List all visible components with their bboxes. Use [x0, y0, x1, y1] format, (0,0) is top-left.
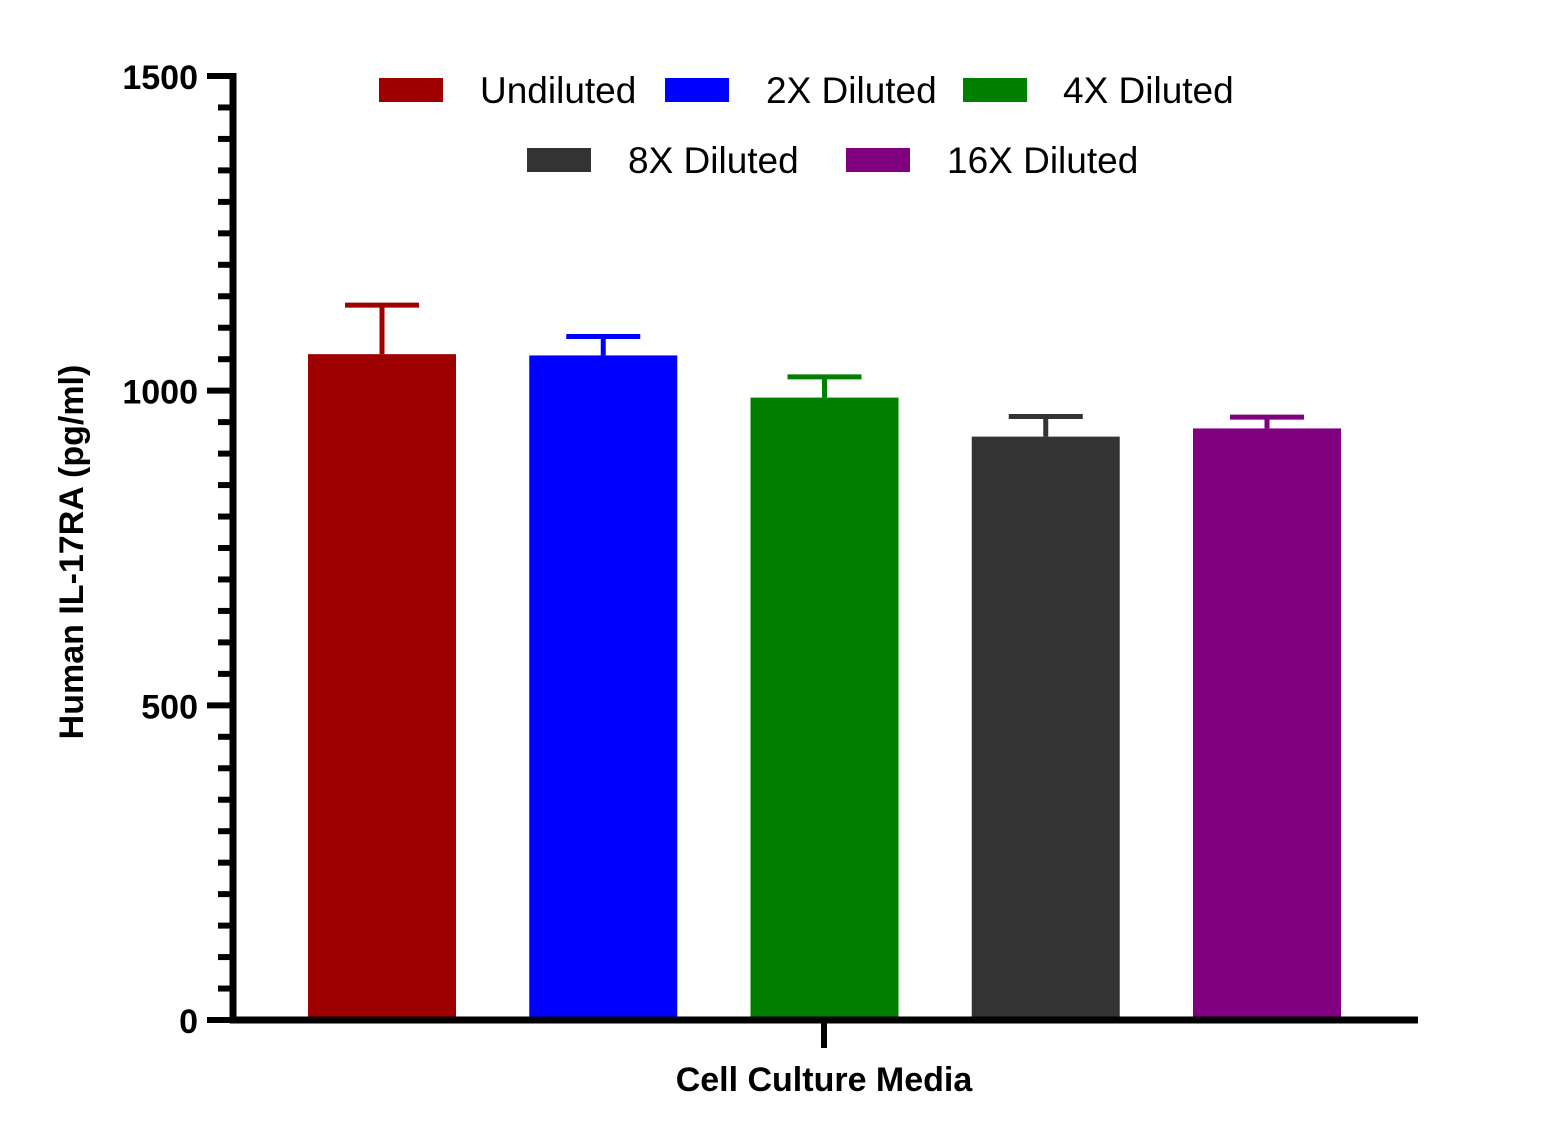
legend-item: 16X Diluted [846, 140, 1138, 181]
bar [1193, 428, 1341, 1018]
legend-label: 16X Diluted [947, 140, 1138, 181]
legend-swatch [846, 148, 910, 172]
y-tick-label: 500 [141, 688, 198, 726]
y-tick-label: 0 [179, 1003, 198, 1041]
y-tick-label: 1500 [122, 59, 198, 97]
legend-label: Undiluted [480, 70, 636, 111]
y-axis-title: Human IL-17RA (pg/ml) [53, 365, 91, 740]
bar [971, 436, 1120, 1017]
legend-swatch [963, 78, 1027, 102]
y-ticks-layer: 0 500 1000 1500 [122, 59, 233, 1041]
legend-swatch [665, 78, 729, 102]
legend-item: 2X Diluted [665, 70, 937, 111]
error-bars-layer [345, 302, 1304, 437]
legend-swatch [527, 148, 591, 172]
bars-layer [308, 354, 1341, 1018]
legend: Undiluted 2X Diluted 4X Diluted 8X Diluted 1… [379, 70, 1234, 181]
legend-label: 2X Diluted [766, 70, 937, 111]
y-tick-label: 1000 [122, 374, 198, 412]
legend-item: 4X Diluted [963, 70, 1234, 111]
bar [750, 397, 899, 1017]
legend-item: 8X Diluted [527, 140, 799, 181]
x-axis-title: Cell Culture Media [676, 1061, 974, 1099]
bar [308, 354, 456, 1017]
legend-item: Undiluted [379, 70, 636, 111]
legend-swatch [379, 78, 443, 102]
bar [529, 355, 678, 1017]
legend-label: 8X Diluted [628, 140, 799, 181]
legend-label: 4X Diluted [1063, 70, 1234, 111]
